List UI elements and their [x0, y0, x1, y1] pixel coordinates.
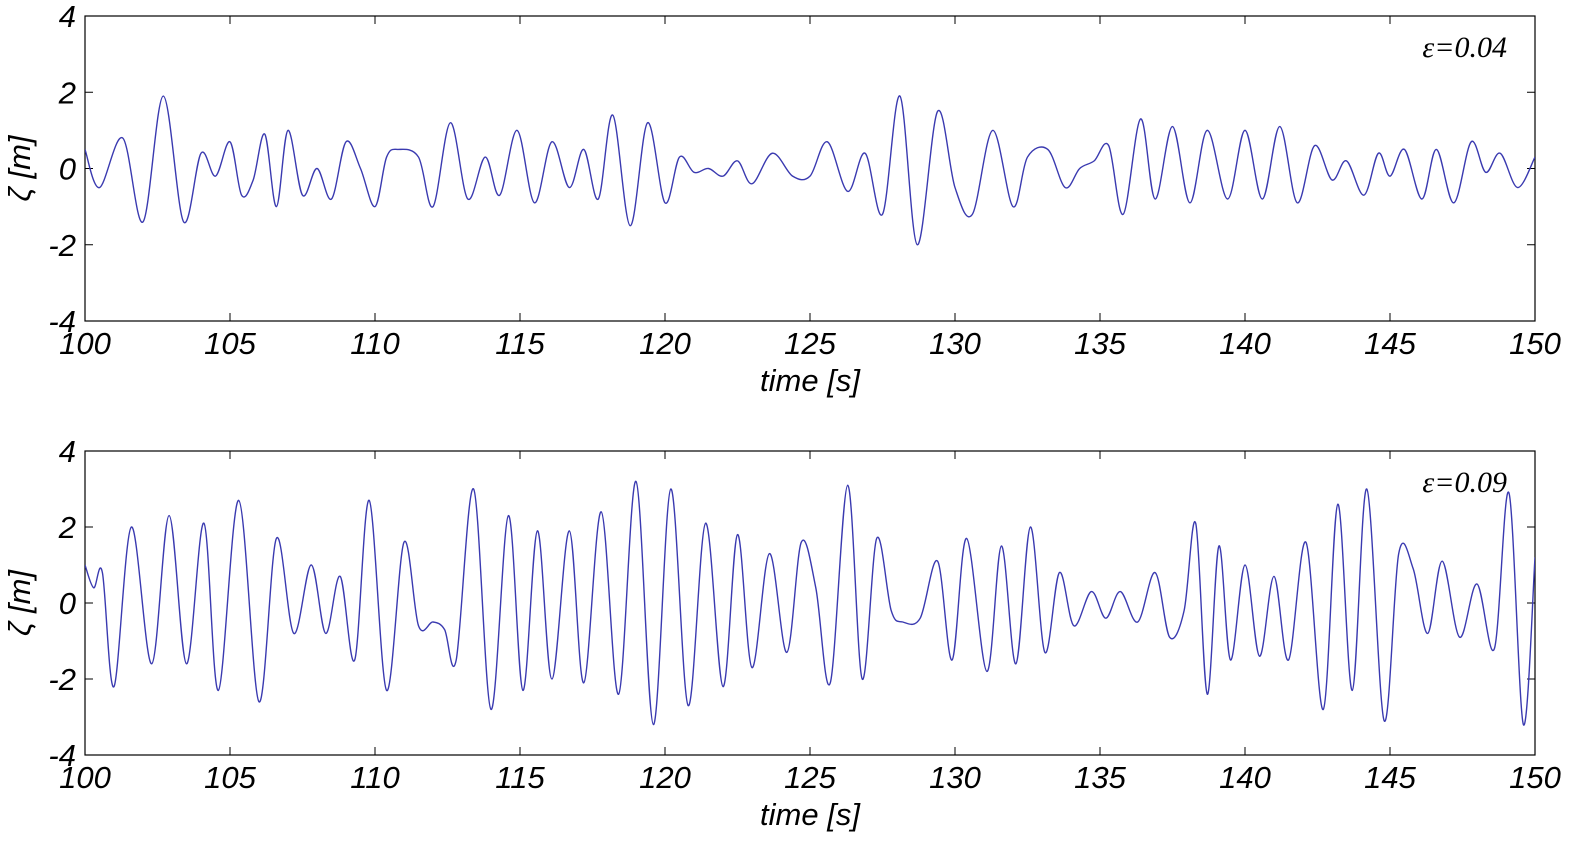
x-tick-label: 115 — [495, 760, 545, 795]
y-tick-label: 2 — [58, 510, 76, 545]
x-axis-label: time [s] — [760, 363, 861, 398]
x-axis-label: time [s] — [760, 797, 861, 832]
x-tick-label: 110 — [350, 760, 399, 795]
y-tick-label: 4 — [59, 434, 76, 469]
x-tick-label: 150 — [1509, 760, 1561, 795]
x-tick-label: 150 — [1509, 326, 1561, 361]
x-tick-label: 140 — [1219, 760, 1271, 795]
x-tick-label: 135 — [1074, 760, 1126, 795]
y-tick-label: 0 — [59, 586, 76, 621]
y-tick-label: -4 — [48, 738, 76, 773]
x-tick-label: 105 — [204, 760, 256, 795]
x-tick-label: 145 — [1364, 760, 1416, 795]
surface-elevation-line — [85, 480, 1535, 726]
x-tick-label: 130 — [929, 326, 981, 361]
epsilon-annotation: ε=0.04 — [1422, 31, 1507, 64]
x-tick-label: 100 — [59, 326, 111, 361]
y-axis-label: ζ [m] — [2, 134, 37, 201]
y-tick-label: 0 — [59, 152, 76, 187]
x-tick-label: 145 — [1364, 326, 1416, 361]
x-tick-label: 140 — [1219, 326, 1271, 361]
x-tick-label: 135 — [1074, 326, 1126, 361]
y-axis-label: ζ [m] — [2, 569, 37, 636]
x-tick-label: 130 — [929, 760, 981, 795]
y-tick-label: 4 — [59, 0, 76, 34]
x-tick-label: 125 — [784, 760, 836, 795]
plot-panel-2: 100 105 110 115 120 125 130 135 140 145 150 4 2 0 -2 -4… — [2, 434, 1561, 832]
x-tick-label: 110 — [350, 326, 399, 361]
y-tick-label: 2 — [58, 75, 76, 110]
plot-panel-1: 100 105 110 115 120 125 130 135 140 145 150 4 2 0 -2 -4… — [2, 0, 1561, 398]
x-tick-label: 120 — [639, 760, 691, 795]
x-tick-label: 115 — [495, 326, 545, 361]
surface-elevation-line — [85, 95, 1535, 246]
x-tick-label: 125 — [784, 326, 836, 361]
y-tick-label: -2 — [48, 228, 76, 263]
x-tick-label: 105 — [204, 326, 256, 361]
x-tick-label: 120 — [639, 326, 691, 361]
x-tick-label: 100 — [59, 760, 111, 795]
y-tick-label: -4 — [48, 304, 76, 339]
plot-area-frame — [84, 15, 1536, 322]
y-tick-label: -2 — [48, 662, 76, 697]
epsilon-annotation: ε=0.09 — [1422, 466, 1507, 499]
